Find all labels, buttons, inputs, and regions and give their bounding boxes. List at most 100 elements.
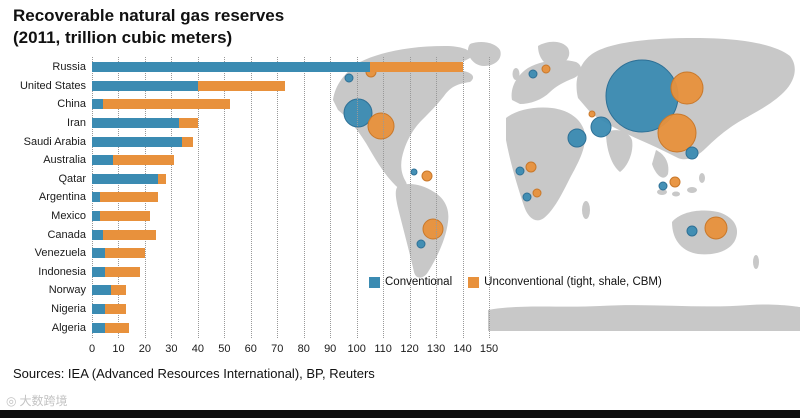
bar-segment-unconventional: [102, 229, 156, 240]
island-madagascar: [582, 201, 590, 219]
bubble-algeria-conventional: [515, 166, 525, 176]
gridline: [356, 57, 358, 338]
bar-row: United States: [0, 77, 500, 96]
bubble-saudi-arabia-conventional: [567, 128, 587, 148]
bar-segment-conventional: [92, 62, 370, 73]
bar-segment-conventional: [92, 285, 111, 296]
island-indonesia-3: [687, 187, 697, 193]
bar-row: Qatar: [0, 170, 500, 189]
bubble-russia-unconventional: [670, 71, 704, 105]
bar-segment-unconventional: [102, 99, 230, 110]
bar-segment-unconventional: [105, 266, 140, 277]
bubble-algeria-unconventional: [525, 161, 537, 173]
gridline: [462, 57, 464, 338]
gridline: [436, 57, 438, 338]
bar-segment-unconventional: [99, 192, 159, 203]
stacked-bar: [92, 322, 130, 333]
gridline: [383, 57, 385, 338]
country-label: Indonesia: [38, 265, 86, 278]
bar-row: Australia: [0, 151, 500, 170]
island-new-zealand: [753, 255, 759, 269]
bubble-norway-conventional: [528, 69, 538, 79]
stacked-bar: [92, 173, 167, 184]
bubble-canada-conventional: [344, 73, 354, 83]
region-india: [606, 130, 633, 172]
bar-segment-conventional: [92, 136, 182, 147]
island-greenland: [467, 42, 501, 66]
gridline: [330, 57, 332, 338]
bubble-nigeria-unconventional: [532, 188, 542, 198]
bar-segment-conventional: [92, 322, 106, 333]
bar-segment-conventional: [92, 304, 106, 315]
island-indonesia-1: [657, 189, 667, 195]
bar-chart: Russia United States China Iran Saudi Arabia…: [0, 57, 500, 357]
bar-row: Saudi Arabia: [0, 132, 500, 151]
country-label: China: [57, 98, 86, 111]
bar-segment-unconventional: [105, 322, 130, 333]
bar-segment-unconventional: [158, 173, 167, 184]
bar-segment-unconventional: [179, 118, 198, 129]
bottom-bar: [0, 410, 800, 418]
x-axis: 0 10 20 30 40 50 60 70 80 90 100 110 120 130 140 150: [89, 343, 498, 357]
stacked-bar: [92, 80, 286, 91]
bar-segment-conventional: [92, 155, 114, 166]
bubble-china-unconventional: [657, 113, 697, 153]
bar-row: Algeria: [0, 318, 500, 337]
stacked-bar: [92, 155, 175, 166]
bar-segment-unconventional: [99, 211, 151, 222]
x-tick-label: 40: [191, 343, 204, 355]
x-tick-label: 100: [347, 343, 366, 355]
bar-segment-conventional: [92, 173, 159, 184]
gridline: [303, 57, 305, 338]
bar-row: Nigeria: [0, 300, 500, 319]
bar-segment-conventional: [92, 266, 106, 277]
bar-row: Norway: [0, 281, 500, 300]
continent-europe: [511, 60, 582, 104]
country-label: Qatar: [58, 172, 86, 185]
bubble-iran-conventional: [590, 116, 612, 138]
bubble-united-states-conventional: [343, 98, 373, 128]
watermark: ◎ 大数跨境: [6, 392, 68, 409]
country-label: Norway: [48, 284, 86, 297]
bar-row: Iran: [0, 114, 500, 133]
legend-swatch-unconventional: [468, 276, 480, 288]
legend-item-conventional: Conventional: [369, 276, 452, 288]
legend-label: Conventional: [385, 276, 453, 288]
gridline: [250, 57, 252, 338]
stacked-bar: [92, 211, 151, 222]
watermark-icon: ◎: [6, 393, 17, 408]
bubble-norway-unconventional: [541, 64, 551, 74]
bar-segment-conventional: [92, 192, 100, 203]
bar-row: Russia: [0, 58, 500, 77]
x-tick-label: 120: [400, 343, 419, 355]
stacked-bar: [92, 136, 193, 147]
gridline: [224, 57, 226, 338]
bubble-united-states-unconventional: [367, 112, 395, 140]
legend-swatch-conventional: [369, 276, 380, 288]
stacked-bar: [92, 62, 463, 73]
island-japan-1: [749, 97, 755, 107]
bar-row: Canada: [0, 225, 500, 244]
bubble-australia-conventional: [686, 225, 698, 237]
watermark-text: 大数跨境: [19, 394, 68, 408]
gridline: [171, 57, 173, 338]
x-tick-label: 30: [165, 343, 178, 355]
gridline: [277, 57, 279, 338]
bubble-indonesia-conventional: [658, 181, 668, 191]
bar-segment-conventional: [92, 80, 198, 91]
stacked-bar: [92, 229, 156, 240]
x-tick-label: 150: [479, 343, 499, 355]
continent-north-america: [333, 46, 474, 189]
reserve-bubbles: [343, 59, 728, 249]
bubble-venezuela-conventional: [410, 168, 418, 176]
bubble-indonesia-unconventional: [669, 176, 681, 188]
page-title: Recoverable natural gas reserves (2011, …: [13, 5, 284, 49]
stacked-bar: [92, 248, 145, 259]
bar-segment-unconventional: [110, 285, 127, 296]
country-label: Iran: [67, 117, 86, 130]
x-tick-label: 50: [218, 343, 231, 355]
bar-segment-conventional: [92, 248, 106, 259]
country-label: Venezuela: [34, 247, 86, 260]
